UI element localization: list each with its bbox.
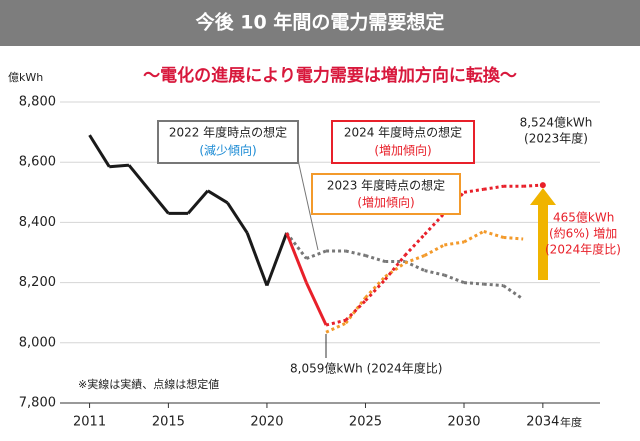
trend-2023: (増加傾向) (357, 195, 414, 210)
y-tick-label: 8,200 (19, 275, 56, 290)
increase-3: (2024年度比) (545, 242, 621, 257)
series-segment (306, 251, 326, 259)
trend-2022: (減少傾向) (199, 143, 256, 158)
chart-title: 今後 10 年間の電力需要想定 (195, 11, 445, 34)
series-segment (503, 237, 523, 239)
x-tick-label: 2025 (349, 415, 382, 430)
series-segment (109, 165, 129, 167)
low-label: 8,059億kWh (2024年度比) (290, 361, 443, 376)
series-segment (425, 271, 445, 276)
x-tick-label: 2020 (250, 415, 283, 430)
y-tick-label: 8,600 (19, 155, 56, 170)
y-label: 億kWh (8, 71, 43, 84)
y-tick-label: 8,800 (19, 95, 56, 110)
series-segment (503, 286, 523, 300)
series-segment (287, 233, 307, 283)
label-2022: 2022 年度時点の想定 (169, 125, 287, 140)
data-point (540, 182, 546, 188)
series-segment (464, 231, 484, 242)
series-segment (188, 191, 208, 214)
y-tick-label: 8,000 (19, 335, 56, 350)
series-segment (208, 191, 228, 203)
series-segment (425, 245, 445, 256)
peak-label: 8,524億kWh (520, 116, 593, 130)
x-tick-label: 2011 (73, 415, 106, 430)
series-segment (425, 213, 445, 234)
x-tick-label: 2034 (526, 415, 559, 430)
series-segment (405, 234, 425, 255)
increase-1: 465億kWh (553, 211, 614, 225)
series-segment (247, 233, 267, 286)
series-segment (346, 251, 366, 256)
series-segment (484, 231, 504, 237)
x-tick-label: 2030 (447, 415, 480, 430)
series-segment (149, 189, 169, 213)
note: ※実線は実績、点線は想定値 (78, 377, 219, 391)
label-2023: 2023 年度時点の想定 (327, 178, 445, 193)
series-segment (464, 189, 484, 192)
series-segment (444, 275, 464, 283)
subtitle: 〜電化の進展により電力需要は増加方向に転換〜 (143, 65, 517, 86)
y-tick-label: 7,800 (19, 396, 56, 411)
series-segment (444, 242, 464, 245)
series-segment (306, 283, 326, 325)
increase-2: (約6%) 増加 (549, 226, 617, 241)
series-segment (365, 277, 385, 298)
x-tick-label: 2015 (152, 415, 185, 430)
series-segment (365, 256, 385, 262)
peak-year: (2023年度) (524, 131, 588, 146)
series-segment (484, 284, 504, 286)
label-2024: 2024 年度時点の想定 (344, 125, 462, 140)
series-segment (484, 186, 504, 189)
series-segment (129, 165, 149, 189)
y-tick-label: 8,400 (19, 215, 56, 230)
series-segment (228, 203, 248, 233)
trend-2024: (増加傾向) (374, 143, 431, 158)
series-segment (267, 233, 287, 286)
x-label: 年度 (560, 415, 582, 429)
